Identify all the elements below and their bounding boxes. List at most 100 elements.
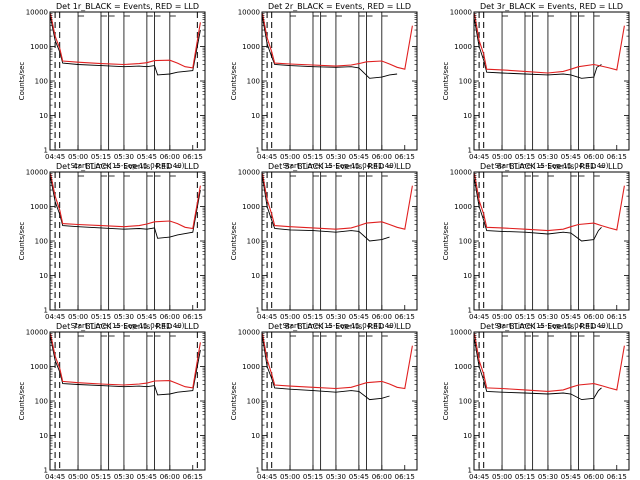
series-lld-line — [473, 333, 625, 392]
x-tick-label: 05:00 — [280, 153, 300, 161]
x-tick-label: 06:00 — [372, 313, 392, 321]
series-events-line — [50, 17, 201, 76]
y-tick-label: 10000 — [450, 9, 472, 17]
y-tick-label: 1000 — [454, 203, 472, 211]
x-tick-label: 05:00 — [280, 473, 300, 480]
series-lld-line — [49, 13, 201, 69]
y-tick-label: 100 — [247, 238, 260, 246]
series-events-line — [262, 177, 390, 242]
x-tick-label: 06:15 — [183, 153, 203, 161]
panel-2: Det 2r_BLACK = Events, RED = LLD 1 10 100 10… — [230, 2, 418, 170]
series-events-line — [50, 177, 201, 239]
x-tick-label: 05:45 — [349, 313, 369, 321]
x-tick-label: 05:00 — [492, 313, 512, 321]
panel-title: Det 3r_BLACK = Events, RED = LLD — [480, 2, 623, 11]
x-tick-label: 06:00 — [372, 153, 392, 161]
x-tick-label: 05:30 — [538, 473, 558, 480]
x-axis-label: Start Time (15-Sep-11 04:41:40) — [71, 162, 185, 170]
y-tick-label: 1 — [256, 307, 260, 315]
panel-4: Det 4r_BLACK = Events, RED = LLD 1 10 100 10… — [18, 162, 206, 330]
x-tick-label: 06:15 — [607, 313, 627, 321]
plot-frame — [473, 171, 630, 311]
y-axis-label: Counts/sec — [230, 222, 238, 261]
panel-title: Det 8r_BLACK = Events, RED = LLD — [268, 322, 411, 331]
panel-5: Det 5r_BLACK = Events, RED = LLD 1 10 100 10… — [230, 162, 418, 330]
x-tick-label: 05:15 — [303, 473, 323, 480]
y-tick-label: 1000 — [30, 43, 48, 51]
y-tick-label: 10000 — [238, 9, 260, 17]
y-axis-label: Counts/sec — [442, 222, 450, 261]
series-lld-line — [473, 13, 625, 74]
x-axis-label: Start Time (15-Sep-11 04:41:40) — [283, 322, 397, 330]
y-tick-label: 100 — [459, 78, 472, 86]
y-tick-label: 1 — [468, 307, 472, 315]
x-tick-label: 05:45 — [137, 313, 157, 321]
x-tick-label: 04:45 — [469, 313, 489, 321]
x-tick-label: 05:15 — [91, 153, 111, 161]
x-tick-label: 05:30 — [114, 313, 134, 321]
panel-title: Det 2r_BLACK = Events, RED = LLD — [268, 2, 411, 11]
x-tick-label: 05:30 — [114, 153, 134, 161]
panel-title: Det 4r_BLACK = Events, RED = LLD — [56, 162, 199, 171]
y-tick-label: 10000 — [26, 169, 48, 177]
x-tick-label: 05:30 — [326, 153, 346, 161]
y-tick-label: 1000 — [242, 203, 260, 211]
x-tick-label: 06:00 — [584, 313, 604, 321]
x-tick-label: 04:45 — [45, 153, 65, 161]
y-axis-label: Counts/sec — [442, 62, 450, 101]
x-tick-label: 04:45 — [257, 473, 277, 480]
x-tick-label: 05:00 — [68, 313, 88, 321]
plot-frame — [261, 11, 418, 151]
x-tick-label: 05:30 — [114, 473, 134, 480]
y-tick-label: 1000 — [30, 203, 48, 211]
panel-title: Det 7r_BLACK = Events, RED = LLD — [56, 322, 199, 331]
series-events-line — [474, 19, 602, 79]
x-tick-label: 05:30 — [326, 313, 346, 321]
x-tick-label: 06:15 — [607, 153, 627, 161]
panel-8: Det 8r_BLACK = Events, RED = LLD 1 10 100 10… — [230, 322, 418, 480]
y-tick-label: 10000 — [238, 329, 260, 337]
y-tick-label: 10000 — [26, 9, 48, 17]
panel-9: Det 9r_BLACK = Events, RED = LLD 1 10 100 10… — [442, 322, 630, 480]
y-tick-label: 100 — [35, 78, 48, 86]
series-events-line — [262, 337, 390, 401]
x-tick-label: 06:00 — [584, 153, 604, 161]
x-tick-label: 06:00 — [372, 473, 392, 480]
x-tick-label: 05:00 — [492, 473, 512, 480]
y-tick-label: 100 — [459, 398, 472, 406]
panel-6: Det 6r_BLACK = Events, RED = LLD 1 10 100 10… — [442, 162, 630, 330]
x-tick-label: 05:15 — [303, 153, 323, 161]
x-tick-label: 05:15 — [303, 313, 323, 321]
plot-frame — [261, 331, 418, 471]
x-tick-label: 06:00 — [160, 153, 180, 161]
x-axis-label: Start Time (15-Sep-11 04:41:40) — [495, 162, 609, 170]
x-tick-label: 05:45 — [349, 153, 369, 161]
y-tick-label: 1 — [44, 467, 48, 475]
y-tick-label: 10 — [39, 112, 48, 120]
series-events-line — [50, 337, 201, 396]
x-tick-label: 06:15 — [183, 473, 203, 480]
panel-title: Det 1r_BLACK = Events, RED = LLD — [56, 2, 199, 11]
series-events-line — [474, 339, 602, 401]
series-lld-line — [261, 173, 413, 230]
y-tick-label: 1 — [468, 467, 472, 475]
x-tick-label: 05:45 — [561, 153, 581, 161]
y-tick-label: 10 — [463, 432, 472, 440]
y-tick-label: 1000 — [242, 43, 260, 51]
series-lld-line — [261, 13, 413, 70]
y-tick-label: 1 — [44, 147, 48, 155]
panel-title: Det 6r_BLACK = Events, RED = LLD — [480, 162, 623, 171]
x-tick-label: 05:00 — [492, 153, 512, 161]
y-tick-label: 1000 — [30, 363, 48, 371]
y-tick-label: 1000 — [454, 43, 472, 51]
y-tick-label: 10 — [39, 432, 48, 440]
y-tick-label: 100 — [247, 398, 260, 406]
x-tick-label: 05:45 — [349, 473, 369, 480]
x-tick-label: 06:00 — [160, 473, 180, 480]
x-tick-label: 05:15 — [515, 153, 535, 161]
y-tick-label: 1 — [256, 147, 260, 155]
x-tick-label: 05:15 — [91, 313, 111, 321]
x-tick-label: 05:15 — [515, 313, 535, 321]
y-tick-label: 10000 — [238, 169, 260, 177]
